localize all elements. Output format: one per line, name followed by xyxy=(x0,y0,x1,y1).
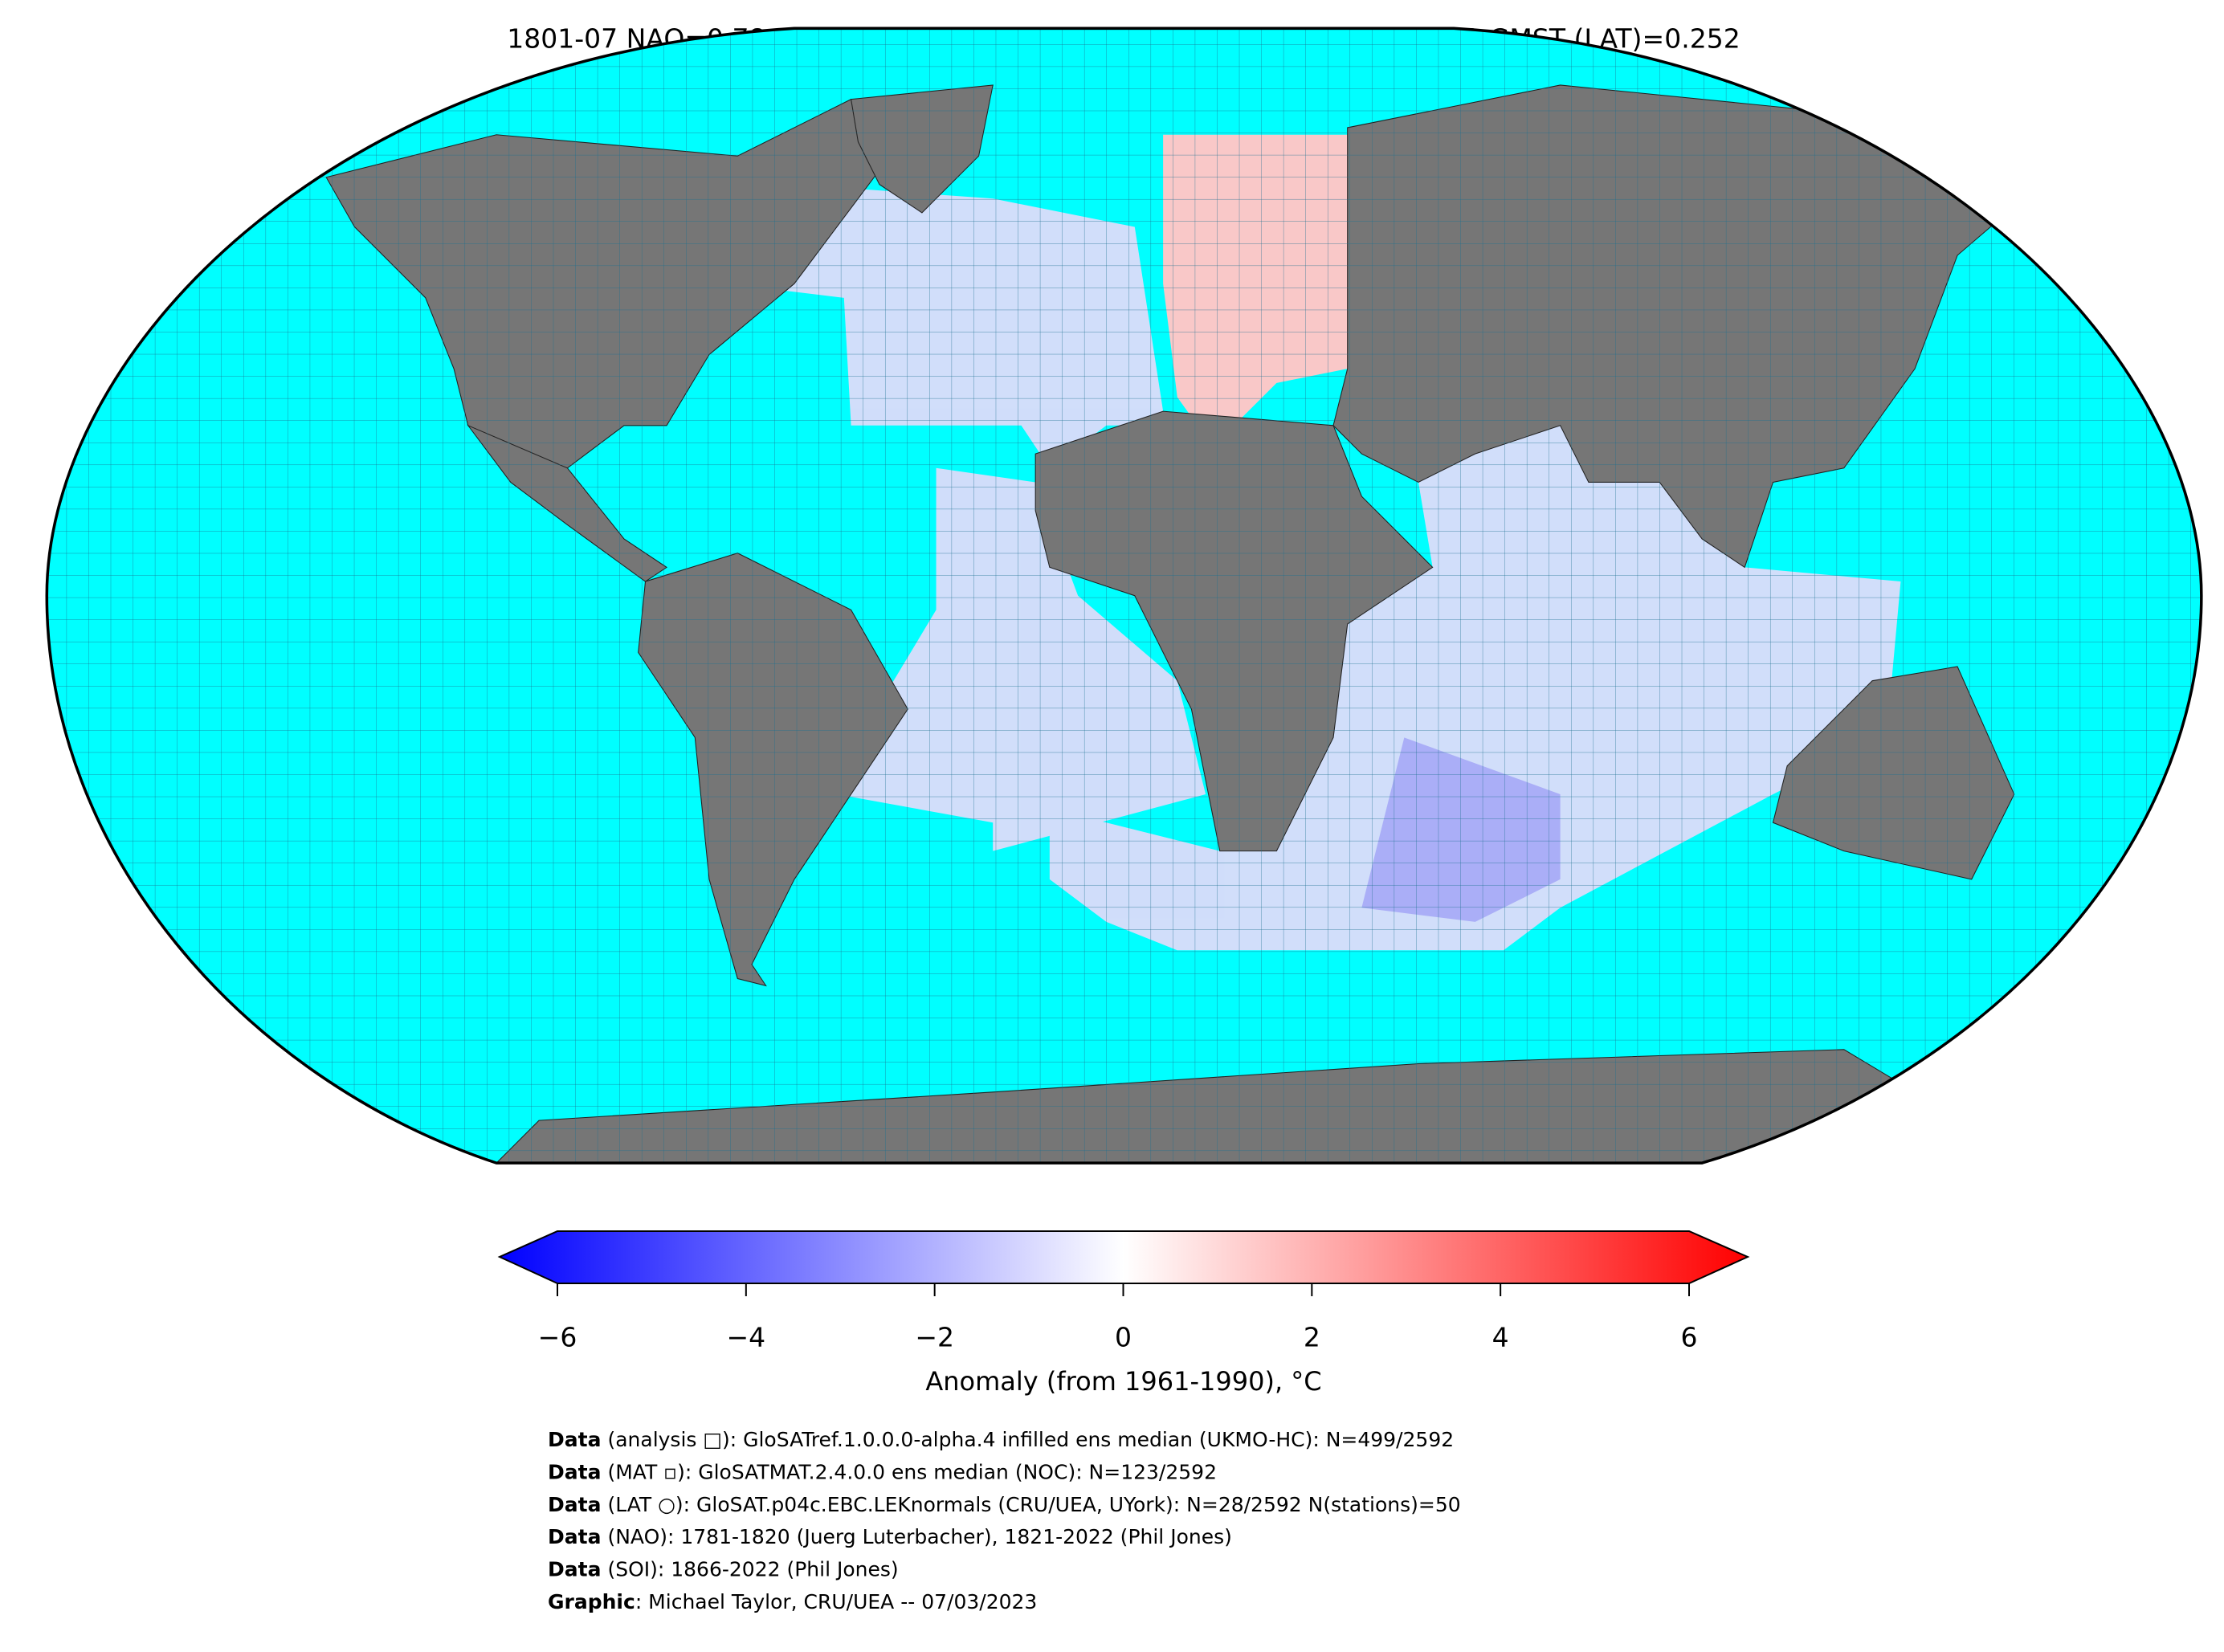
colorbar-tick-label: −4 xyxy=(727,1322,766,1353)
footer-text: (SOI): 1866-2022 (Phil Jones) xyxy=(607,1558,898,1581)
colorbar-tick-label: 4 xyxy=(1492,1322,1509,1353)
footer-label: Data xyxy=(548,1493,601,1516)
graticule xyxy=(47,28,2202,1164)
map-border xyxy=(45,27,2203,1165)
footer-text: (LAT ○): GloSAT.p04c.EBC.LEKnormals (CRU… xyxy=(607,1493,1460,1516)
footer-line: Data (MAT ▫): GloSATMAT.2.4.0.0 ens media… xyxy=(548,1460,1217,1483)
footer-label: Data xyxy=(548,1460,601,1483)
colorbar-tick-label: 6 xyxy=(1681,1322,1698,1353)
footer: Data (analysis □): GloSATref.1.0.0.0-alph… xyxy=(548,1428,1461,1613)
colorbar-tick-label: −2 xyxy=(915,1322,954,1353)
colorbar-tick-label: −6 xyxy=(538,1322,577,1353)
footer-line: Data (LAT ○): GloSAT.p04c.EBC.LEKnormals … xyxy=(548,1493,1461,1516)
footer-label: Data xyxy=(548,1525,601,1548)
colorbar-label: Anomaly (from 1961-1990), °C xyxy=(925,1366,1321,1397)
footer-text: : Michael Taylor, CRU/UEA -- 07/03/2023 xyxy=(635,1590,1038,1613)
colorbar-tick-label: 0 xyxy=(1115,1322,1132,1353)
footer-line: Data (SOI): 1866-2022 (Phil Jones) xyxy=(548,1558,899,1581)
footer-label: Data xyxy=(548,1558,601,1581)
footer-line: Graphic: Michael Taylor, CRU/UEA -- 07/0… xyxy=(548,1590,1037,1613)
colorbar-tick-label: 2 xyxy=(1304,1322,1320,1353)
colorbar xyxy=(497,1230,1750,1284)
footer-label: Graphic xyxy=(548,1590,635,1613)
footer-text: (NAO): 1781-1820 (Juerg Luterbacher), 18… xyxy=(607,1525,1231,1548)
footer-label: Data xyxy=(548,1428,601,1451)
footer-text: (analysis □): GloSATref.1.0.0.0-alpha.4 … xyxy=(607,1428,1454,1451)
footer-text: (MAT ▫): GloSATMAT.2.4.0.0 ens median (N… xyxy=(607,1460,1217,1483)
map xyxy=(45,27,2203,1165)
footer-line: Data (NAO): 1781-1820 (Juerg Luterbacher)… xyxy=(548,1525,1232,1548)
footer-line: Data (analysis □): GloSATref.1.0.0.0-alph… xyxy=(548,1428,1454,1451)
